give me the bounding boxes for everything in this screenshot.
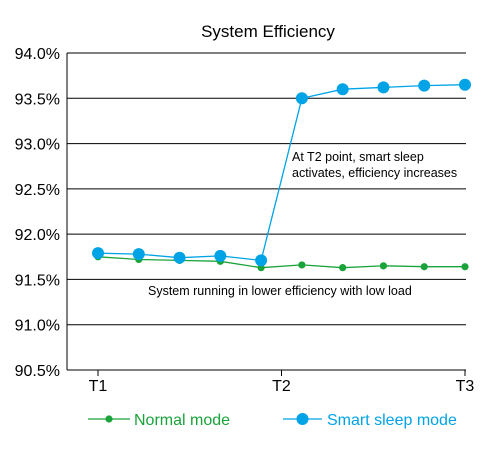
x-axis-ticks: T1 T2 T3: [89, 370, 475, 395]
legend-marker: [105, 415, 113, 423]
series-line-smart-sleep-mode: [97, 84, 466, 262]
data-point: [459, 78, 471, 91]
x-tick-label: T2: [272, 378, 291, 395]
annotation-text: At T2 point, smart sleep: [292, 150, 424, 164]
y-tick-label: 92.5%: [15, 182, 60, 199]
y-tick-label: 93.5%: [15, 91, 60, 108]
data-point: [461, 263, 469, 271]
annotation-text: activates, efficiency increases: [292, 166, 457, 180]
chart-title: System Efficiency: [201, 22, 335, 41]
data-point: [420, 263, 428, 271]
data-point: [379, 262, 388, 270]
y-tick-label: 94.0%: [15, 46, 60, 63]
data-point: [214, 249, 227, 262]
series-line-normal-mode: [97, 256, 465, 269]
data-point: [132, 248, 145, 261]
data-point: [336, 83, 349, 96]
data-point: [298, 261, 306, 269]
data-point: [418, 79, 431, 92]
legend-label: Normal mode: [134, 412, 230, 429]
annotation-text: System running in lower efficiency with …: [148, 284, 412, 298]
y-axis-ticks: 90.5% 91.0% 91.5% 92.0% 92.5% 93.0% 93.5% 94.0%: [15, 46, 60, 380]
y-tick-label: 92.0%: [15, 227, 60, 244]
grid-lines: [66, 52, 466, 371]
data-point: [173, 251, 186, 264]
y-tick-label: 91.5%: [15, 272, 60, 289]
data-point: [295, 92, 308, 105]
data-point: [377, 81, 390, 94]
data-point: [255, 254, 268, 267]
y-tick-label: 91.0%: [15, 318, 60, 335]
legend: Normal mode Smart sleep mode: [88, 412, 457, 429]
legend-label: Smart sleep mode: [327, 412, 457, 429]
x-tick-label: T3: [456, 378, 475, 395]
y-tick-label: 93.0%: [15, 137, 60, 154]
annotations: At T2 point, smart sleep activates, effic…: [148, 150, 457, 298]
data-point: [92, 247, 104, 260]
y-tick-label: 90.5%: [15, 363, 60, 380]
data-point: [339, 264, 347, 272]
legend-marker: [296, 413, 309, 425]
x-tick-label: T1: [89, 378, 108, 395]
series-lines: [92, 78, 471, 272]
